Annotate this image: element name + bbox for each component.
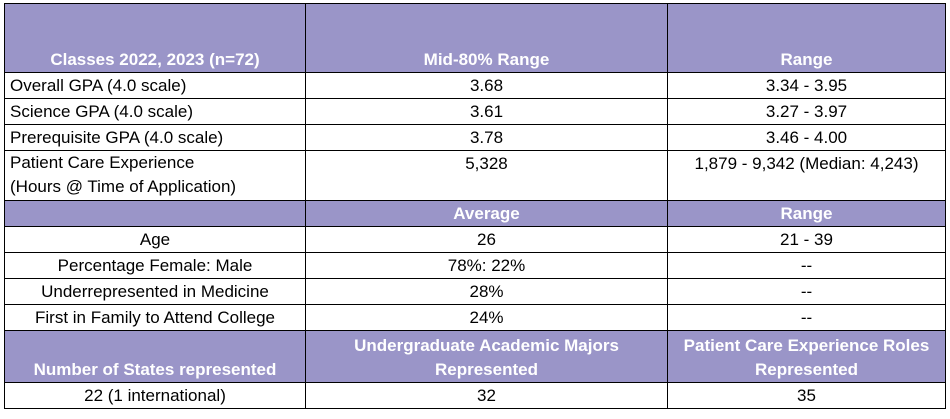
header-majors-line1: Undergraduate Academic Majors xyxy=(354,336,619,355)
pce-label-line2: (Hours @ Time of Application) xyxy=(10,177,237,196)
row-mid-value: 3.68 xyxy=(305,72,668,99)
table-row: Age 26 21 - 39 xyxy=(4,226,946,253)
header-roles-line1: Patient Care Experience Roles xyxy=(683,336,930,355)
majors-value: 32 xyxy=(305,382,668,409)
header-roles-line2: Represented xyxy=(755,360,858,379)
table-row: Overall GPA (4.0 scale) 3.68 3.34 - 3.95 xyxy=(4,72,946,99)
row-label: Age xyxy=(4,226,306,253)
states-value: 22 (1 international) xyxy=(4,382,306,409)
header-states: Number of States represented xyxy=(4,330,306,383)
header-average: Average xyxy=(305,200,668,227)
table-row: Science GPA (4.0 scale) 3.61 3.27 - 3.97 xyxy=(4,98,946,125)
header-range: Range xyxy=(667,3,946,73)
header-blank xyxy=(4,200,306,227)
row-avg-value: 28% xyxy=(305,278,668,305)
row-label: First in Family to Attend College xyxy=(4,304,306,331)
table-row: Patient Care Experience (Hours @ Time of … xyxy=(4,150,946,201)
row-range-value: 1,879 - 9,342 (Median: 4,243) xyxy=(667,150,946,201)
table-row: First in Family to Attend College 24% -- xyxy=(4,304,946,331)
header-row-3: Number of States represented Undergradua… xyxy=(4,330,946,383)
row-avg-value: 26 xyxy=(305,226,668,253)
row-avg-value: 24% xyxy=(305,304,668,331)
header-row-1: Classes 2022, 2023 (n=72) Mid-80% Range … xyxy=(4,3,946,73)
table-row: Prerequisite GPA (4.0 scale) 3.78 3.46 -… xyxy=(4,124,946,151)
row-label: Overall GPA (4.0 scale) xyxy=(4,72,306,99)
row-range-value: 3.46 - 4.00 xyxy=(667,124,946,151)
row-label: Science GPA (4.0 scale) xyxy=(4,98,306,125)
roles-value: 35 xyxy=(667,382,946,409)
admissions-stats-table: Classes 2022, 2023 (n=72) Mid-80% Range … xyxy=(4,3,946,409)
header-row-2: Average Range xyxy=(4,200,946,227)
row-mid-value: 3.61 xyxy=(305,98,668,125)
row-mid-value: 5,328 xyxy=(305,150,668,201)
header-roles: Patient Care Experience Roles Represented xyxy=(667,330,946,383)
row-range-value: 21 - 39 xyxy=(667,226,946,253)
row-range-value: 3.27 - 3.97 xyxy=(667,98,946,125)
header-majors-line2: Represented xyxy=(435,360,538,379)
row-label: Prerequisite GPA (4.0 scale) xyxy=(4,124,306,151)
row-range-value: 3.34 - 3.95 xyxy=(667,72,946,99)
row-label: Percentage Female: Male xyxy=(4,252,306,279)
row-avg-value: 78%: 22% xyxy=(305,252,668,279)
header-mid-80-range: Mid-80% Range xyxy=(305,3,668,73)
row-range-value: -- xyxy=(667,252,946,279)
row-range-value: -- xyxy=(667,304,946,331)
header-classes: Classes 2022, 2023 (n=72) xyxy=(4,3,306,73)
table-row: Underrepresented in Medicine 28% -- xyxy=(4,278,946,305)
row-mid-value: 3.78 xyxy=(305,124,668,151)
row-label: Patient Care Experience (Hours @ Time of … xyxy=(4,150,306,201)
table-row: Percentage Female: Male 78%: 22% -- xyxy=(4,252,946,279)
table-row: 22 (1 international) 32 35 xyxy=(4,382,946,409)
header-majors: Undergraduate Academic Majors Represented xyxy=(305,330,668,383)
row-label: Underrepresented in Medicine xyxy=(4,278,306,305)
row-range-value: -- xyxy=(667,278,946,305)
header-range-2: Range xyxy=(667,200,946,227)
pce-label-line1: Patient Care Experience xyxy=(10,153,195,172)
